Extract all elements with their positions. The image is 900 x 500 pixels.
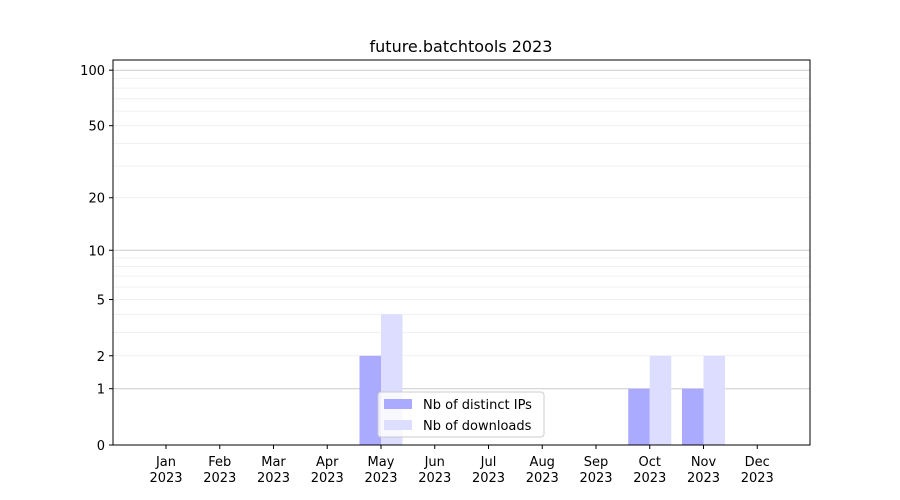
- legend-swatch: [384, 420, 412, 430]
- legend: Nb of distinct IPs Nb of downloads: [377, 391, 545, 438]
- x-tick-label: Jul: [480, 455, 497, 470]
- y-tick-label: 5: [97, 293, 105, 308]
- x-tick-label: 2023: [418, 471, 451, 486]
- y-tick-label: 1: [97, 383, 105, 398]
- x-tick-label: Dec: [745, 455, 770, 470]
- x-tick-label: Sep: [584, 455, 609, 470]
- legend-label: Nb of distinct IPs: [423, 398, 532, 413]
- x-tick-label: Aug: [530, 455, 555, 470]
- y-tick-label: 0: [97, 439, 105, 454]
- x-tick-label: Feb: [208, 455, 231, 470]
- x-tick-label: 2023: [633, 471, 666, 486]
- x-tick-label: Jun: [424, 455, 445, 470]
- x-tick-label: 2023: [364, 471, 397, 486]
- x-tick-label: Oct: [639, 455, 661, 470]
- x-tick-label: 2023: [311, 471, 344, 486]
- x-tick-label: 2023: [203, 471, 236, 486]
- y-axis: 0 1 2 5 10 20 50 100: [80, 64, 113, 454]
- x-tick-label: 2023: [687, 471, 720, 486]
- x-tick-label: May: [368, 455, 395, 470]
- x-tick-label: 2023: [257, 471, 290, 486]
- legend-box: [377, 391, 545, 438]
- x-tick-label: Apr: [316, 455, 339, 470]
- legend-swatch: [384, 399, 412, 409]
- x-tick-label: 2023: [472, 471, 505, 486]
- bar-distinct-ips: [359, 355, 381, 445]
- x-tick-label: Jan: [155, 455, 176, 470]
- y-tick-label: 20: [88, 192, 105, 207]
- bar-distinct-ips: [628, 388, 650, 445]
- x-tick-label: 2023: [526, 471, 559, 486]
- y-tick-label: 10: [88, 244, 105, 259]
- y-tick-label: 50: [88, 120, 105, 135]
- legend-label: Nb of downloads: [423, 419, 532, 434]
- bar-downloads: [649, 355, 672, 445]
- x-tick-label: 2023: [579, 471, 612, 486]
- y-tick-label: 100: [80, 64, 105, 79]
- x-tick-label: 2023: [741, 471, 774, 486]
- x-tick-label: 2023: [149, 471, 182, 486]
- x-axis: Jan2023Feb2023Mar2023Apr2023May2023Jun20…: [149, 445, 774, 486]
- x-tick-label: Mar: [261, 455, 286, 470]
- chart-title: future.batchtools 2023: [370, 37, 553, 56]
- y-tick-label: 2: [97, 350, 105, 365]
- plot-frame: [112, 59, 811, 446]
- bar-downloads: [703, 355, 725, 445]
- bar-distinct-ips: [682, 388, 704, 445]
- x-tick-label: Nov: [691, 455, 717, 470]
